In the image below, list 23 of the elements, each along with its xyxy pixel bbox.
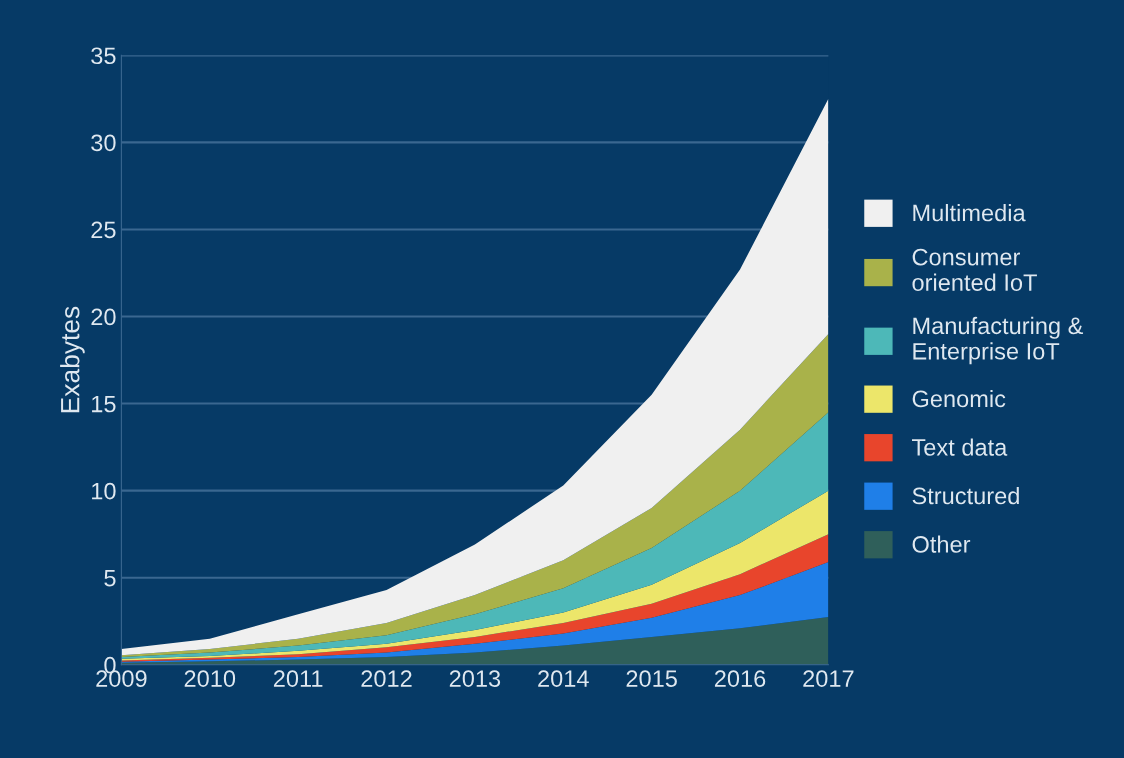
y-tick-label: 30	[91, 134, 116, 152]
legend-label: Structured	[912, 486, 1019, 505]
legend-label: Manufacturing & Enterprise IoT	[913, 316, 1084, 365]
x-tick-label: 2016	[714, 670, 766, 687]
legend-label: Genomic	[912, 389, 1006, 408]
legend-label: Multimedia	[913, 204, 1026, 222]
x-tick-label: 2017	[803, 670, 854, 687]
y-tick-label: 10	[92, 482, 116, 500]
legend-label: Consumer oriented IoT	[912, 248, 1037, 291]
legend-label: Text data	[912, 438, 1008, 456]
y-tick-label: 20	[91, 308, 116, 326]
y-tick-label: 15	[92, 395, 116, 413]
y-tick-label: 35	[91, 47, 116, 65]
x-tick-label: 2010	[184, 670, 236, 687]
x-tick-label: 2015	[626, 670, 677, 687]
x-tick-label: 2014	[538, 670, 589, 687]
x-tick-label: 2013	[449, 670, 501, 687]
y-axis-title: Exabytes	[60, 306, 85, 413]
y-tick-label: 25	[91, 221, 116, 239]
legend-label: Other	[912, 535, 971, 553]
y-tick-label: 5	[104, 570, 116, 587]
x-tick-label: 2011	[273, 670, 323, 687]
x-tick-label: 2012	[361, 670, 412, 687]
